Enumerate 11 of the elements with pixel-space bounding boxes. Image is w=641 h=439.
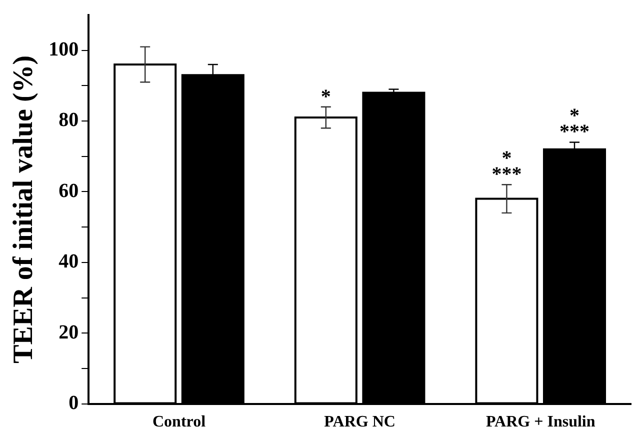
annotation: * xyxy=(320,86,331,108)
x-tick-label: Control xyxy=(152,414,206,431)
y-tick-label: 100 xyxy=(48,38,79,61)
y-tick-label: 60 xyxy=(58,180,79,202)
x-tick-label: PARG NC xyxy=(324,414,396,431)
x-tick-label: PARG + Insulin xyxy=(486,414,596,431)
y-tick-label: 40 xyxy=(58,250,79,273)
y-tick-label: 0 xyxy=(68,392,79,414)
y-tick-label: 20 xyxy=(58,321,79,344)
y-axis-title: TEER of initial value (%) xyxy=(8,55,40,364)
y-tick-label: 80 xyxy=(58,109,79,132)
